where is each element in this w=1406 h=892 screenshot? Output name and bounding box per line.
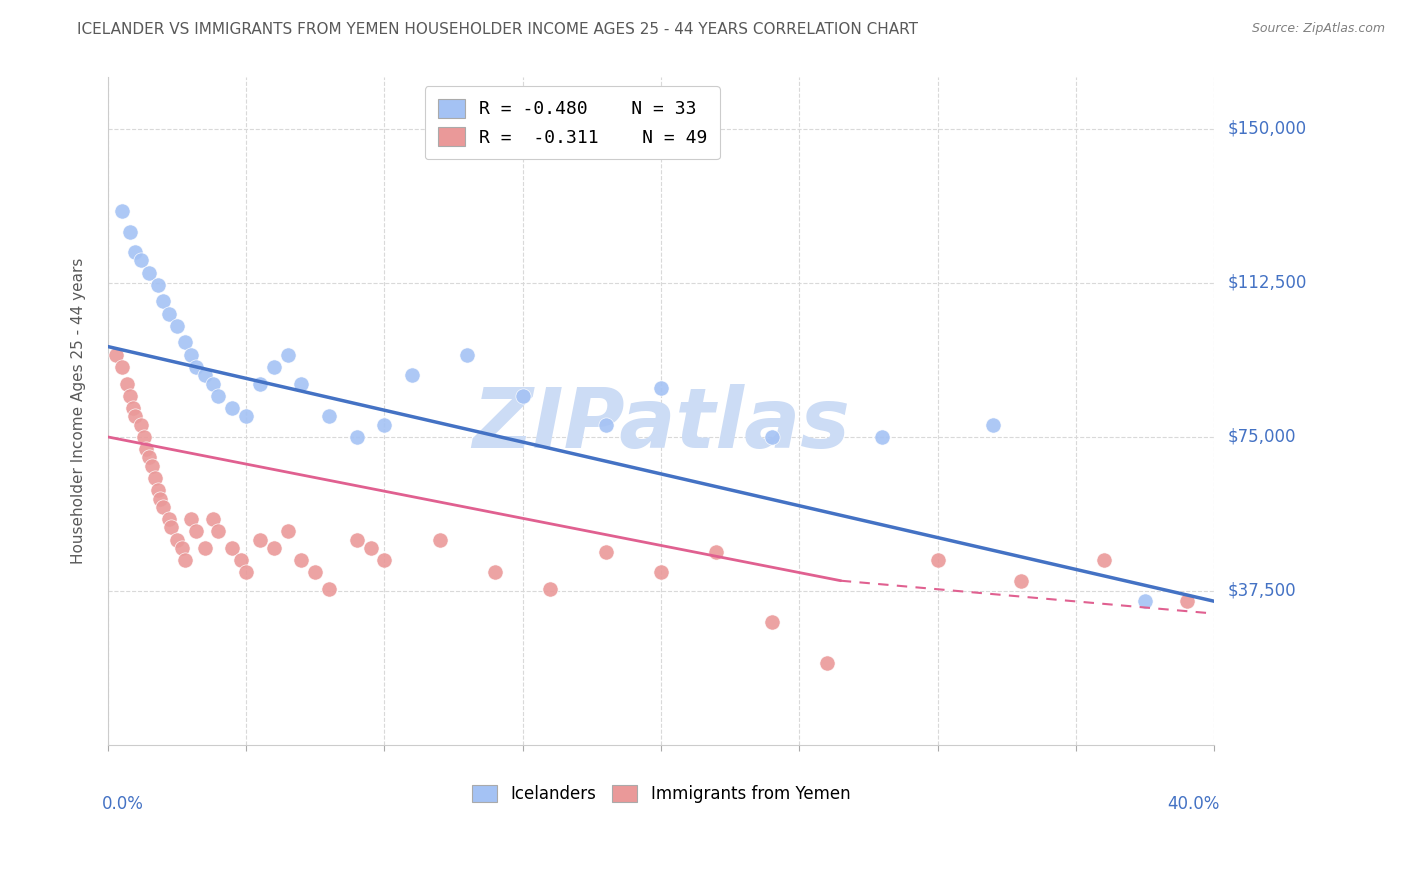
Point bbox=[194, 368, 217, 383]
Point bbox=[194, 541, 217, 555]
Text: $75,000: $75,000 bbox=[1227, 428, 1296, 446]
Point bbox=[166, 533, 188, 547]
Point bbox=[146, 483, 169, 498]
Point bbox=[249, 376, 271, 391]
Point bbox=[595, 545, 617, 559]
Point bbox=[512, 389, 534, 403]
Point bbox=[180, 348, 202, 362]
Point bbox=[174, 553, 197, 567]
Point bbox=[304, 566, 326, 580]
Point bbox=[538, 582, 561, 596]
Point bbox=[456, 348, 478, 362]
Point bbox=[166, 318, 188, 333]
Point bbox=[870, 430, 893, 444]
Text: 0.0%: 0.0% bbox=[103, 795, 143, 814]
Point bbox=[981, 417, 1004, 432]
Point bbox=[1133, 594, 1156, 608]
Text: $37,500: $37,500 bbox=[1227, 582, 1296, 600]
Point bbox=[110, 204, 132, 219]
Point bbox=[235, 566, 257, 580]
Point bbox=[277, 348, 299, 362]
Text: $150,000: $150,000 bbox=[1227, 120, 1306, 137]
Point bbox=[201, 376, 224, 391]
Point bbox=[138, 450, 160, 465]
Point bbox=[143, 471, 166, 485]
Point bbox=[704, 545, 727, 559]
Point bbox=[146, 277, 169, 292]
Point bbox=[207, 389, 229, 403]
Point bbox=[815, 656, 838, 670]
Point bbox=[118, 389, 141, 403]
Point bbox=[263, 541, 285, 555]
Point bbox=[152, 294, 174, 309]
Point bbox=[229, 553, 252, 567]
Text: $112,500: $112,500 bbox=[1227, 274, 1306, 292]
Point bbox=[186, 524, 208, 539]
Point bbox=[346, 430, 368, 444]
Point bbox=[360, 541, 382, 555]
Point bbox=[110, 360, 132, 375]
Point bbox=[290, 553, 312, 567]
Point bbox=[129, 253, 152, 268]
Point bbox=[1175, 594, 1198, 608]
Point bbox=[401, 368, 423, 383]
Point bbox=[650, 566, 672, 580]
Point bbox=[186, 360, 208, 375]
Point bbox=[149, 491, 172, 506]
Point bbox=[124, 409, 146, 424]
Point bbox=[157, 307, 180, 321]
Point bbox=[595, 417, 617, 432]
Text: Source: ZipAtlas.com: Source: ZipAtlas.com bbox=[1251, 22, 1385, 36]
Point bbox=[157, 512, 180, 526]
Point bbox=[927, 553, 949, 567]
Y-axis label: Householder Income Ages 25 - 44 years: Householder Income Ages 25 - 44 years bbox=[72, 258, 86, 565]
Point bbox=[152, 500, 174, 514]
Legend: Icelanders, Immigrants from Yemen: Icelanders, Immigrants from Yemen bbox=[465, 779, 858, 810]
Point bbox=[761, 430, 783, 444]
Point bbox=[160, 520, 183, 534]
Point bbox=[121, 401, 143, 416]
Point bbox=[1092, 553, 1115, 567]
Point bbox=[221, 541, 243, 555]
Point bbox=[373, 553, 395, 567]
Point bbox=[290, 376, 312, 391]
Text: ZIPatlas: ZIPatlas bbox=[472, 384, 849, 465]
Point bbox=[132, 430, 155, 444]
Point bbox=[277, 524, 299, 539]
Text: 40.0%: 40.0% bbox=[1167, 795, 1220, 814]
Point bbox=[221, 401, 243, 416]
Point bbox=[373, 417, 395, 432]
Point bbox=[318, 582, 340, 596]
Point bbox=[141, 458, 163, 473]
Point bbox=[180, 512, 202, 526]
Point bbox=[650, 381, 672, 395]
Point bbox=[761, 615, 783, 629]
Point bbox=[235, 409, 257, 424]
Point bbox=[318, 409, 340, 424]
Point bbox=[129, 417, 152, 432]
Point bbox=[135, 442, 157, 457]
Point bbox=[263, 360, 285, 375]
Point bbox=[138, 266, 160, 280]
Point bbox=[172, 541, 194, 555]
Point bbox=[346, 533, 368, 547]
Point bbox=[1010, 574, 1032, 588]
Point bbox=[484, 566, 506, 580]
Point bbox=[115, 376, 138, 391]
Point bbox=[105, 348, 128, 362]
Point bbox=[174, 335, 197, 350]
Point bbox=[429, 533, 451, 547]
Point bbox=[249, 533, 271, 547]
Point bbox=[201, 512, 224, 526]
Text: ICELANDER VS IMMIGRANTS FROM YEMEN HOUSEHOLDER INCOME AGES 25 - 44 YEARS CORRELA: ICELANDER VS IMMIGRANTS FROM YEMEN HOUSE… bbox=[77, 22, 918, 37]
Point bbox=[118, 225, 141, 239]
Point bbox=[207, 524, 229, 539]
Point bbox=[124, 245, 146, 260]
